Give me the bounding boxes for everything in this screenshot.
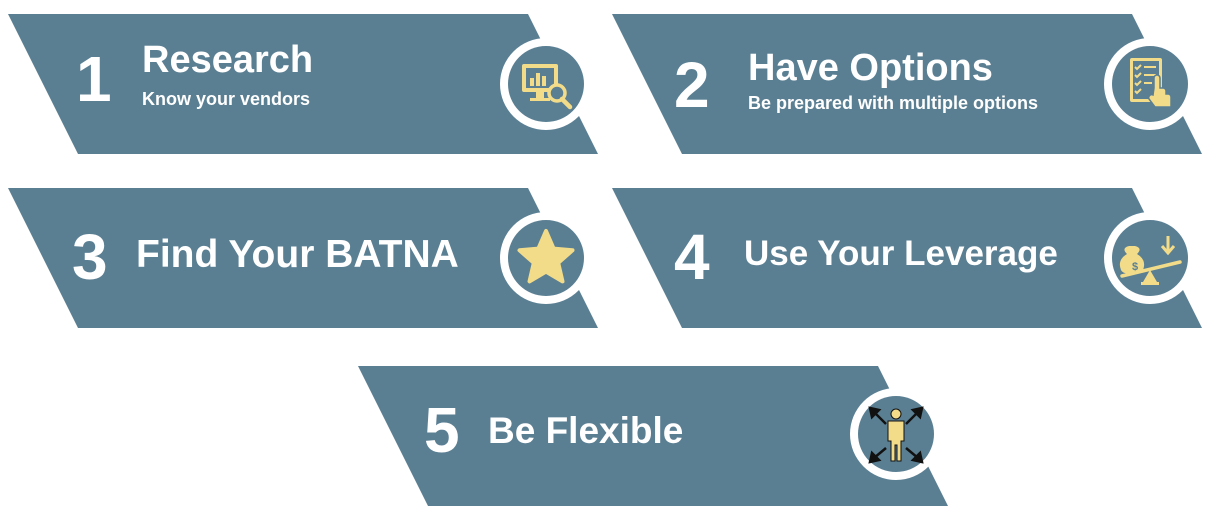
step-4-band [612, 188, 1202, 328]
step-1: 1 Research Know your vendors [8, 14, 598, 154]
star-icon [517, 229, 575, 284]
step-1-band [8, 14, 598, 154]
step-2-title: Have Options [748, 47, 993, 89]
svg-text:$: $ [1132, 261, 1138, 273]
step-3-badge [498, 210, 594, 306]
step-3-number: 3 [72, 221, 108, 293]
checklist-touch-icon [1130, 58, 1172, 108]
step-5: 5 Be Flexible [358, 366, 948, 506]
step-1-subtitle: Know your vendors [142, 89, 311, 109]
person-arrows-icon [868, 406, 924, 464]
step-1-badge [498, 36, 594, 132]
step-2: 2 Have Options Be prepared with multiple… [612, 14, 1202, 154]
step-5-band [358, 366, 948, 506]
step-4-title: Use Your Leverage [744, 234, 1058, 273]
step-5-title: Be Flexible [488, 410, 684, 451]
step-2-band [612, 14, 1202, 154]
step-2-number: 2 [674, 49, 710, 121]
step-4-number: 4 [674, 221, 710, 293]
step-4: 4 Use Your Leverage $ [612, 188, 1202, 328]
money-seesaw-icon: $ [1119, 236, 1182, 285]
step-2-badge [1102, 36, 1198, 132]
step-3: 3 Find Your BATNA [8, 188, 598, 328]
step-3-band [8, 188, 598, 328]
monitor-search-icon [522, 64, 573, 110]
step-5-number: 5 [424, 394, 460, 466]
step-3-title: Find Your BATNA [136, 233, 459, 276]
step-1-number: 1 [76, 43, 112, 115]
step-1-title: Research [142, 39, 314, 81]
step-2-subtitle: Be prepared with multiple options [748, 93, 1039, 113]
step-4-badge: $ [1102, 210, 1198, 306]
step-5-badge [848, 386, 944, 482]
